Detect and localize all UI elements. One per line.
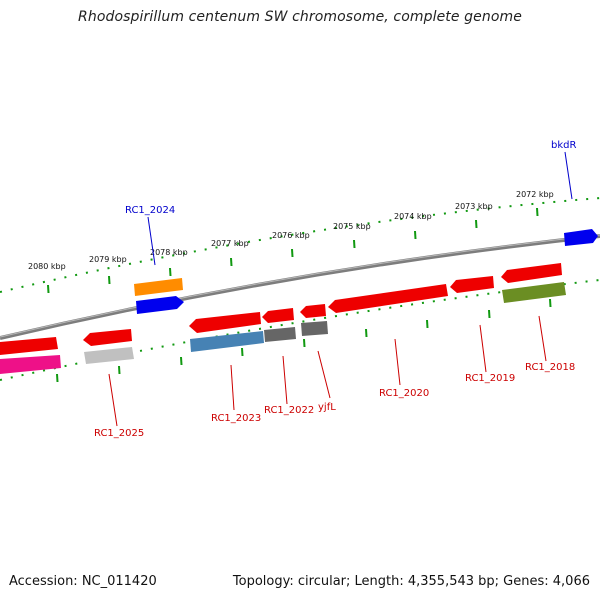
gene-label[interactable]: RC1_2018 [525,362,575,373]
feature-magenta[interactable] [0,355,61,374]
gene-label[interactable]: RC1_2024 [125,205,175,216]
gene-left-red[interactable] [0,337,58,355]
gene-label[interactable]: RC1_2023 [211,413,261,424]
gene-RC1_2022[interactable] [262,308,294,323]
feature-orange[interactable] [134,278,183,296]
scale-label: 2079 kbp [89,255,127,264]
genome-summary: Topology: circular; Length: 4,355,543 bp… [232,574,590,589]
gene-label[interactable]: yjfL [318,402,336,413]
scale-label: 2078 kbp [150,248,188,257]
scale-tick [426,319,429,329]
scale-tick [488,309,491,319]
scale-tick [414,230,417,240]
feature-gray-1[interactable] [264,327,296,342]
chromosome-backbone [0,234,600,340]
scale-tick [108,275,111,285]
gene-label[interactable]: RC1_2020 [379,388,429,399]
scale-label: 2080 kbp [28,262,66,271]
gene-RC1_2025[interactable] [83,329,132,346]
gene-label[interactable]: bkdR [551,140,576,151]
scale-ticks [47,207,552,383]
scale-label: 2074 kbp [394,212,432,221]
gene-yjfL[interactable] [300,304,326,318]
scale-tick [353,239,356,249]
accession-label: Accession: NC_011420 [9,574,157,589]
gene-label[interactable]: RC1_2019 [465,373,515,384]
scale-tick [536,207,539,217]
gene-RC1_2019[interactable] [450,276,494,293]
feature-light-gray[interactable] [84,347,134,364]
scale-label: 2073 kbp [455,202,493,211]
scale-tick [549,298,552,308]
feature-olive[interactable] [502,282,566,303]
gene-RC1_2024[interactable] [136,296,184,314]
scale-tick [56,373,59,383]
scale-label: 2072 kbp [516,190,554,199]
gene-RC1_2023[interactable] [189,312,261,333]
scale-labels: 2080 kbp 2079 kbp 2078 kbp 2077 kbp 2076 kbp… [28,190,554,271]
gene-label[interactable]: RC1_2025 [94,428,144,439]
scale-label: 2075 kbp [333,222,371,231]
scale-tick [241,347,244,357]
gene-RC1_2018[interactable] [501,263,562,283]
feature-gray-2[interactable] [301,321,328,336]
scale-tick [291,248,294,258]
scale-tick [230,257,233,267]
chromosome-backbone-highlight [0,234,600,338]
map-title: Rhodospirillum centenum SW chromosome, c… [78,9,522,25]
label-leaders [108,151,573,427]
gene-label[interactable]: RC1_2022 [264,405,314,416]
scale-tick [303,338,306,348]
gene-RC1_2020[interactable] [328,284,448,313]
feature-steel[interactable] [190,331,264,352]
scale-tick [118,365,121,375]
scale-tick [169,267,172,277]
scale-tick [475,219,478,229]
gene-bkdR[interactable] [564,229,598,246]
scale-tick [47,284,50,294]
scale-tick [365,328,368,338]
scale-tick [180,356,183,366]
scale-label: 2077 kbp [211,239,249,248]
scale-label: 2076 kbp [272,231,310,240]
gene-features [0,229,598,374]
